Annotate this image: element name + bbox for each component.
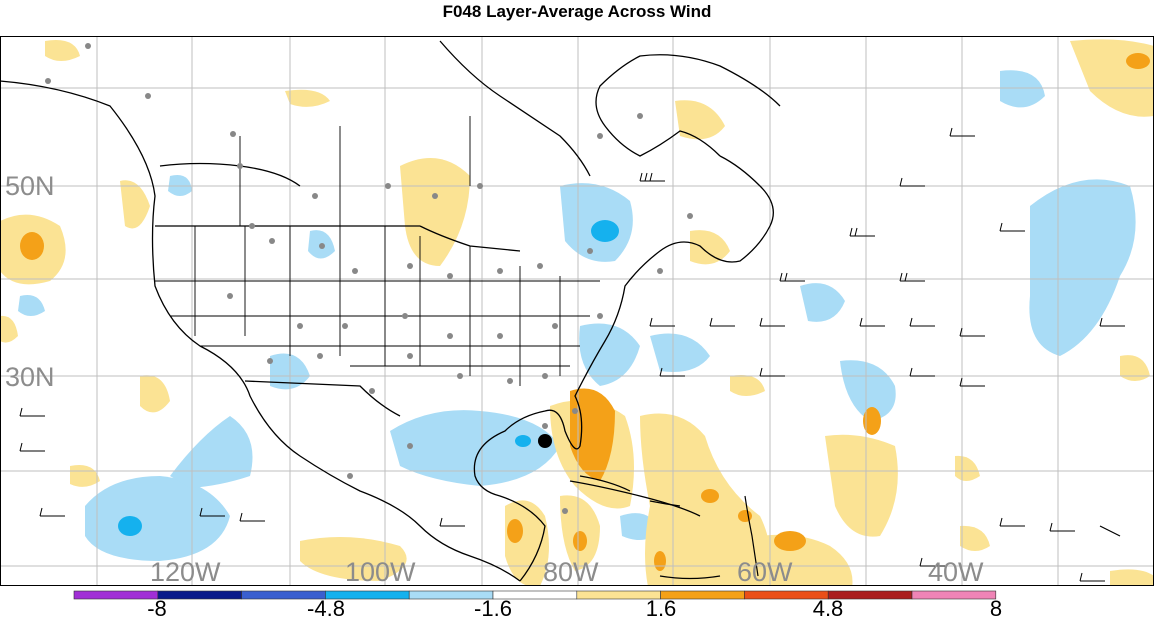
colorbar-label-4-8: 4.8 <box>813 596 844 621</box>
state-borders <box>155 116 600 386</box>
lon-label-60w: 60W <box>737 557 793 586</box>
colorbar-label-neg8: -8 <box>147 596 167 621</box>
lat-lon-grid <box>0 36 1154 586</box>
map-title: F048 Layer-Average Across Wind <box>442 2 712 21</box>
colorbar-swatch-0 <box>73 590 159 600</box>
colorbar-swatch-10 <box>911 590 997 600</box>
storm-center-marker <box>538 434 552 448</box>
wind-barbs <box>19 127 1125 582</box>
colorbar-swatch-1 <box>157 590 242 600</box>
lat-label-50n: 50N <box>5 171 55 201</box>
lon-label-100w: 100W <box>345 557 416 586</box>
negative-anomaly-strong <box>118 220 619 536</box>
colorbar-label-1-6: 1.6 <box>646 596 677 621</box>
caribbean-islands <box>579 475 1121 577</box>
colorbar-swatches <box>73 590 997 600</box>
lon-label-120w: 120W <box>150 557 221 586</box>
lon-label-80w: 80W <box>543 557 599 586</box>
map-frame: 50N 30N 120W 100W 80W 60W 40W <box>0 36 1154 586</box>
lon-label-40w: 40W <box>928 557 984 586</box>
station-dots <box>45 43 693 514</box>
lat-label-30n: 30N <box>5 362 55 392</box>
colorbar-label-neg1-6: -1.6 <box>474 596 512 621</box>
colorbar-label-8: 8 <box>990 596 1002 621</box>
coastlines-borders <box>0 40 781 582</box>
negative-anomaly-layer <box>18 70 1136 561</box>
colorbar: -8 -4.8 -1.6 1.6 4.8 8 <box>73 590 1002 621</box>
positive-anomaly-strong <box>20 53 1150 571</box>
colorbar-label-neg4-8: -4.8 <box>307 596 345 621</box>
